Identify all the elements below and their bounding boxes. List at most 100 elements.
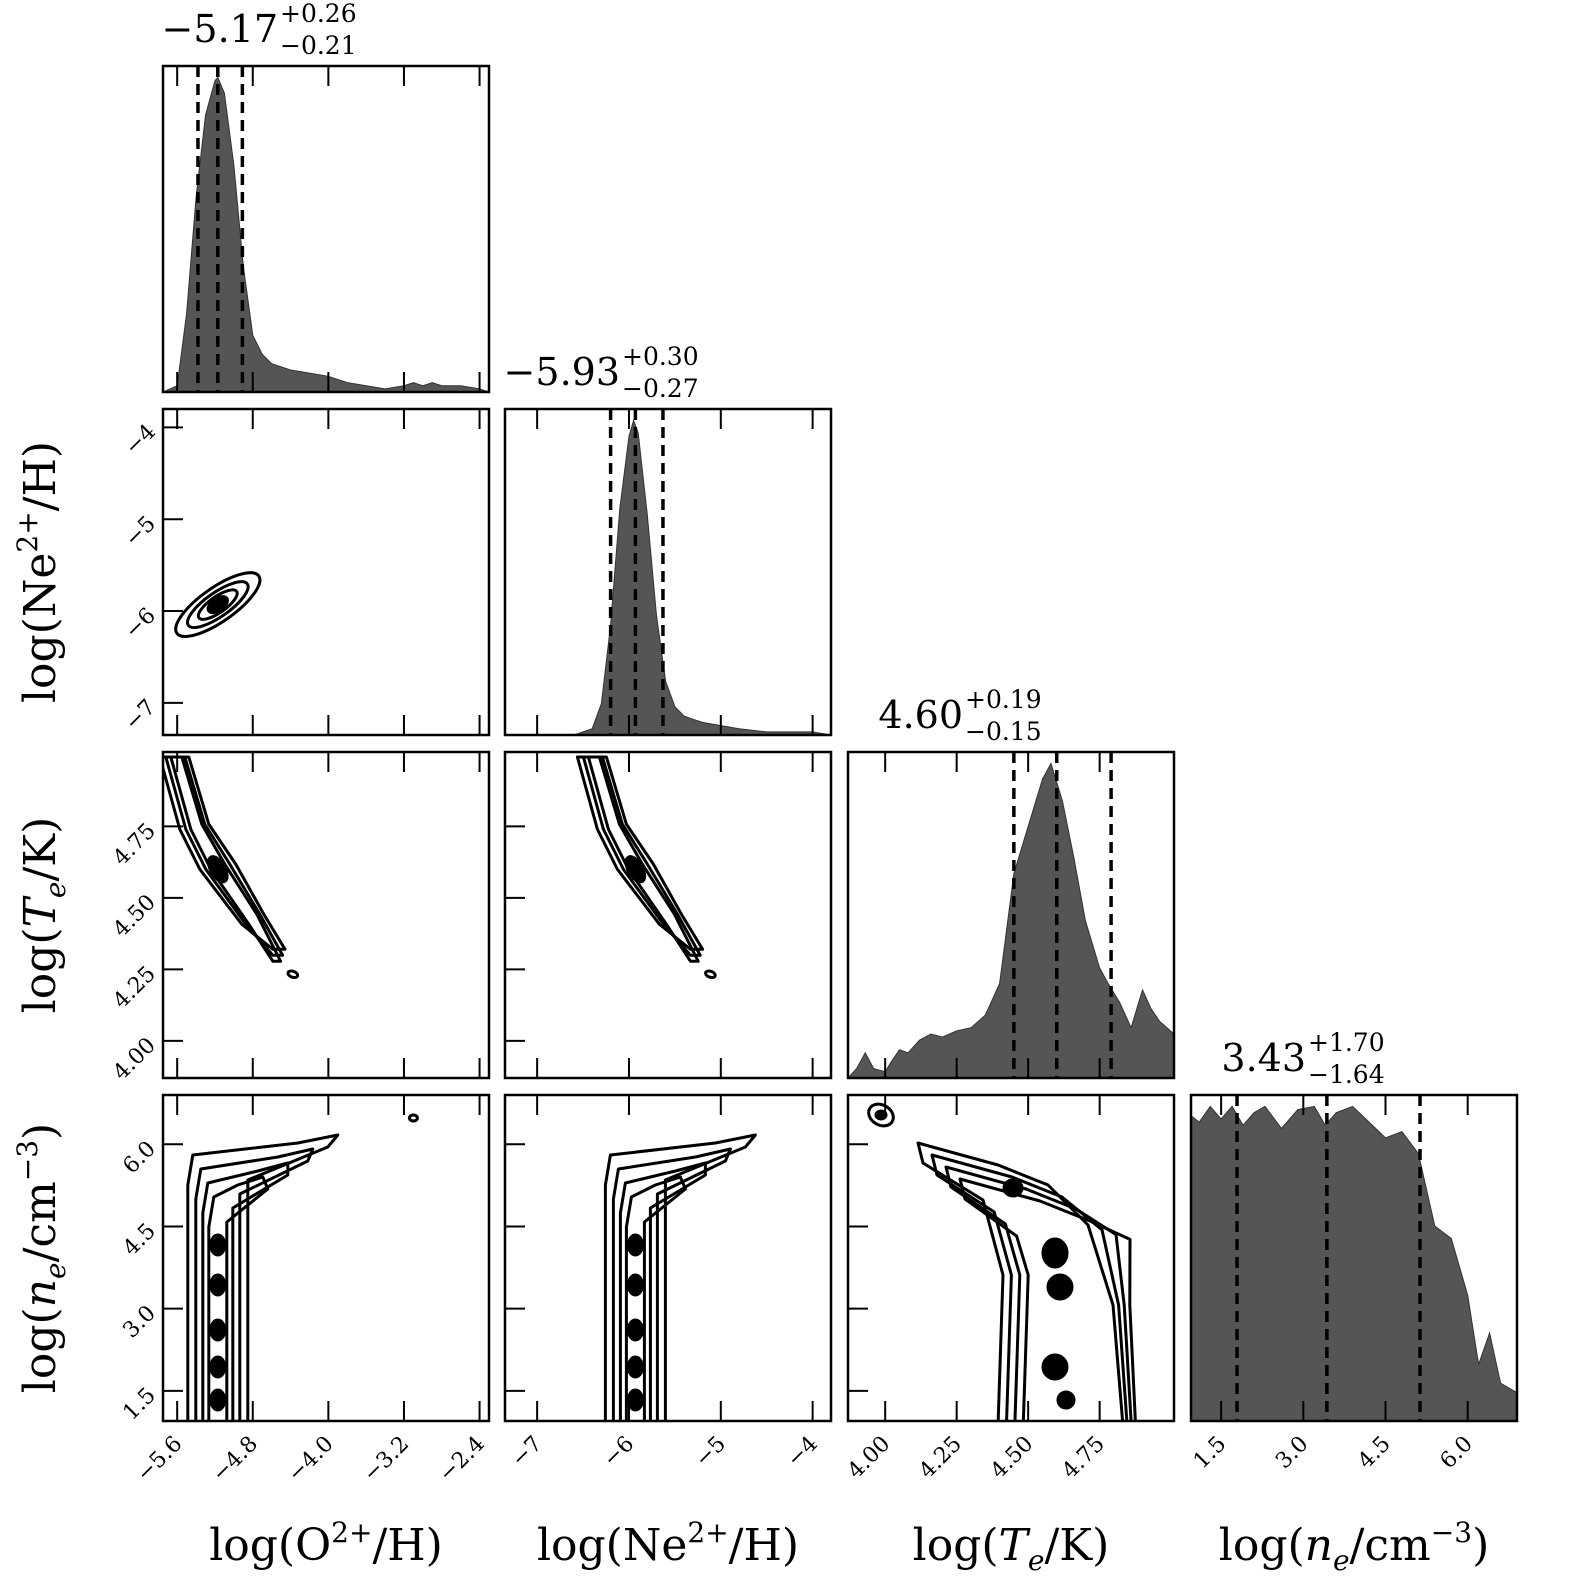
contour-core-0 bbox=[209, 1233, 227, 1257]
histogram-fill-1 bbox=[505, 418, 831, 735]
title-value-1: −5.93 bbox=[504, 350, 620, 394]
contour-core-1 bbox=[1041, 1237, 1069, 1269]
title-plus-1: +0.30 bbox=[622, 342, 699, 371]
contour-panel-3-1 bbox=[503, 1093, 833, 1423]
contour-core-1 bbox=[209, 1273, 227, 1297]
xtick-label-1-2: −5 bbox=[690, 1432, 731, 1473]
y-axis-label-1: log(Ne2+/H) bbox=[11, 441, 66, 703]
axis-label-part: n bbox=[15, 1279, 66, 1307]
ytick-label-1-0: −7 bbox=[120, 695, 161, 736]
contour-core-1 bbox=[626, 1273, 644, 1297]
x-axis-label-1: log(Ne2+/H) bbox=[537, 1516, 799, 1571]
contour-level-2 bbox=[201, 1161, 290, 1421]
ytick-label-2-3: 4.75 bbox=[109, 819, 161, 871]
title-plus-3: +1.70 bbox=[1308, 1028, 1385, 1057]
ytick-label-2-1: 4.25 bbox=[109, 962, 161, 1014]
panel-frame-0-0 bbox=[161, 64, 491, 394]
contour-panel-3-0 bbox=[161, 1093, 491, 1423]
contour-level-3 bbox=[958, 1177, 1137, 1421]
contour-lines-3-0 bbox=[186, 1113, 419, 1421]
contour-core-3 bbox=[209, 1355, 227, 1379]
contour-level-1 bbox=[581, 755, 702, 957]
xtick-label-0-3: −3.2 bbox=[359, 1432, 414, 1487]
axis-label-part: /H) bbox=[15, 441, 66, 511]
contour-level-1 bbox=[186, 580, 250, 629]
axis-label-part: T bbox=[15, 894, 66, 927]
histogram-panel-2: 4.60 +0.19 −0.15 bbox=[846, 685, 1176, 1080]
contour-level-0 bbox=[174, 571, 262, 638]
contour-lines-1-0 bbox=[174, 571, 262, 638]
xtick-label-0-4: −2.4 bbox=[434, 1432, 489, 1487]
contour-level-0 bbox=[575, 755, 705, 951]
contour-level-2 bbox=[196, 588, 239, 621]
contour-core-4 bbox=[209, 1388, 227, 1412]
contour-lines-2-1 bbox=[575, 755, 717, 980]
axis-label-part: /cm bbox=[15, 1181, 66, 1262]
contour-core-3 bbox=[626, 1355, 644, 1379]
ytick-label-1-2: −5 bbox=[120, 511, 161, 552]
title-minus-1: −0.27 bbox=[622, 374, 699, 403]
contour-level-2 bbox=[618, 1161, 707, 1421]
histogram-panel-0: −5.17 +0.26 −0.21 bbox=[161, 0, 491, 394]
xtick-label-1-3: −4 bbox=[782, 1432, 823, 1473]
contour-core bbox=[207, 855, 229, 884]
x-axis-label-2: log(Te/K) bbox=[913, 1520, 1110, 1577]
xtick-label-0-1: −4.8 bbox=[208, 1432, 263, 1487]
ytick-label-3-1: 3.0 bbox=[118, 1301, 160, 1343]
panel-frame-3-0 bbox=[161, 1093, 491, 1423]
contour-core-4 bbox=[626, 1388, 644, 1412]
contour-core-0 bbox=[1002, 1178, 1024, 1198]
ytick-label-1-1: −6 bbox=[120, 603, 161, 644]
ytick-label-3-3: 6.0 bbox=[118, 1137, 160, 1179]
contour-lines-3-2 bbox=[867, 1102, 1137, 1421]
title-plus-0: +0.26 bbox=[280, 0, 357, 28]
contour-panel-2-1 bbox=[503, 750, 833, 1080]
panel-frame-2-2 bbox=[846, 750, 1176, 1080]
axis-label-part: /H) bbox=[372, 1520, 442, 1571]
contour-core-2 bbox=[626, 1318, 644, 1342]
title-value-0: −5.17 bbox=[162, 7, 278, 51]
contour-level-1 bbox=[194, 1147, 315, 1421]
axis-label-part: T bbox=[999, 1520, 1032, 1571]
contour-level-2 bbox=[169, 755, 283, 963]
title-value-2: 4.60 bbox=[878, 693, 963, 737]
contour-level-0 bbox=[603, 1133, 757, 1421]
xtick-label-0-0: −5.6 bbox=[132, 1432, 187, 1487]
contour-level-0 bbox=[163, 755, 287, 951]
axis-label-part: log( bbox=[15, 1307, 66, 1393]
xtick-label-2-0: 4.00 bbox=[843, 1432, 895, 1484]
xtick-label-3-0: 1.5 bbox=[1189, 1432, 1231, 1474]
axis-label-part: ) bbox=[1472, 1520, 1489, 1571]
contour-panel-2-0 bbox=[161, 750, 491, 1080]
contour-core-2 bbox=[1046, 1273, 1074, 1301]
y-axis-label-3: log(ne/cm−3) bbox=[11, 1123, 72, 1393]
axis-label-part: /K) bbox=[1044, 1520, 1109, 1571]
panel-frame-3-3 bbox=[1189, 1093, 1519, 1423]
axis-label-part: /H) bbox=[729, 1520, 799, 1571]
title-plus-2: +0.19 bbox=[965, 685, 1042, 714]
axis-label-part: /cm bbox=[1350, 1520, 1431, 1571]
histogram-fill-0 bbox=[163, 76, 489, 392]
contour-level-2 bbox=[944, 1165, 1133, 1421]
contour-level-3 bbox=[207, 1175, 270, 1421]
ytick-label-1-3: −4 bbox=[120, 420, 161, 461]
axis-label-part: 2+ bbox=[331, 1516, 372, 1549]
contour-level-2 bbox=[586, 755, 700, 963]
contour-level-3 bbox=[624, 1175, 687, 1421]
x-axis-label-3: log(ne/cm−3) bbox=[1219, 1516, 1489, 1577]
axis-label-part: 2+ bbox=[687, 1516, 728, 1549]
contour-level-1 bbox=[930, 1153, 1129, 1421]
axis-label-part: e bbox=[39, 882, 72, 899]
contour-island bbox=[704, 969, 717, 980]
axis-label-part: log( bbox=[15, 927, 66, 1013]
axis-label-part: log(O bbox=[209, 1520, 331, 1571]
histogram-fill-3 bbox=[1191, 1105, 1517, 1421]
axis-label-part: 2+ bbox=[11, 511, 44, 552]
contour-lines-2-0 bbox=[163, 755, 300, 980]
contour-island bbox=[407, 1113, 419, 1123]
title-value-3: 3.43 bbox=[1221, 1036, 1306, 1080]
axis-label-part: log(Ne bbox=[15, 553, 66, 703]
contour-level-0 bbox=[186, 1133, 340, 1421]
xtick-label-1-1: −6 bbox=[599, 1432, 640, 1473]
